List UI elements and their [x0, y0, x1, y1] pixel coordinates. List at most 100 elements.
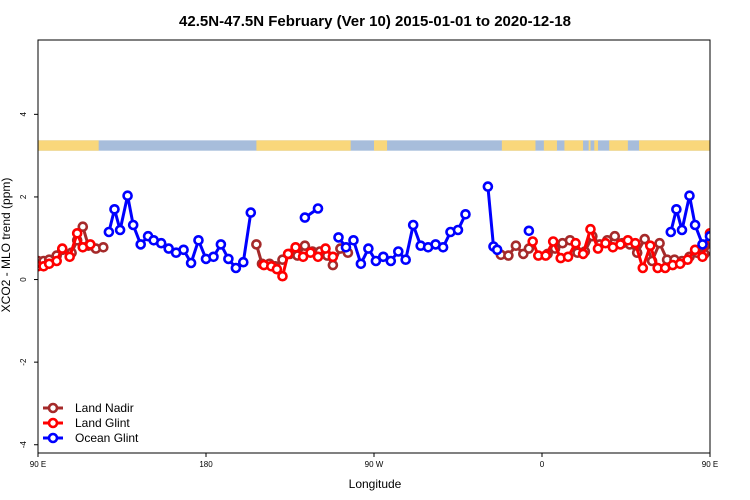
- land-segment-1: [256, 140, 351, 151]
- land-glint-point: [674, 258, 686, 270]
- land-segment-4: [543, 140, 557, 151]
- land-glint-point: [721, 242, 729, 250]
- land-glint-point: [64, 251, 75, 263]
- land-glint-point: [71, 228, 83, 239]
- land-glint-point: [327, 251, 339, 263]
- land-glint-point: [644, 240, 656, 251]
- ocean-glint-point: [460, 209, 471, 220]
- land-glint-point: [689, 244, 701, 256]
- ocean-glint-point: [671, 204, 682, 215]
- land-glint-point: [637, 262, 649, 274]
- land-glint-point: [585, 223, 596, 235]
- land-glint-point: [570, 237, 581, 249]
- ocean-glint-point: [523, 225, 535, 237]
- ocean-glint-line-3: [486, 186, 499, 251]
- ocean-glint-point: [238, 256, 249, 268]
- ocean-glint-point: [665, 226, 677, 238]
- legend-item-ocean-glint: Ocean Glint: [43, 431, 139, 445]
- land-glint-point: [320, 243, 331, 254]
- ocean-glint-point: [491, 244, 503, 256]
- ocean-glint-point: [385, 255, 397, 267]
- land-segment-7: [594, 140, 598, 151]
- legend-label: Ocean Glint: [75, 431, 139, 445]
- land-glint-point: [540, 250, 552, 261]
- land-nadir-point: [299, 240, 311, 251]
- land-nadir-point: [77, 221, 89, 232]
- land-glint-point: [629, 237, 641, 249]
- land-glint-point: [290, 242, 301, 253]
- ocean-glint-point: [719, 239, 727, 247]
- y-tick-label: 2: [19, 194, 28, 199]
- legend-swatch-marker: [47, 417, 59, 429]
- land-segment-9: [639, 140, 710, 151]
- legend-label: Land Glint: [75, 416, 130, 430]
- x-tick-label: 90 E: [30, 460, 46, 469]
- land-glint-point: [562, 251, 574, 263]
- ocean-glint-point: [727, 245, 735, 253]
- land-glint-point: [682, 254, 693, 266]
- landmask-strip: [38, 140, 710, 151]
- ocean-glint-point: [215, 239, 227, 250]
- land-glint-point: [577, 248, 589, 260]
- y-tick-label: 0: [19, 277, 28, 282]
- land-glint-point: [277, 270, 288, 282]
- ocean-glint-point: [193, 235, 204, 246]
- ocean-glint-point: [377, 251, 389, 263]
- ocean-glint-point: [127, 219, 139, 231]
- ocean-glint-point: [684, 190, 695, 201]
- x-tick-label: 90 W: [365, 460, 384, 469]
- ocean-glint-line-5: [669, 194, 710, 246]
- legend-swatch-marker: [47, 432, 59, 444]
- x-tick-label: 90 E: [702, 460, 718, 469]
- series-land-glint: [38, 223, 729, 282]
- ocean-glint-point: [163, 243, 174, 254]
- ocean-glint-point: [155, 237, 167, 249]
- land-nadir-point: [654, 237, 665, 249]
- land-glint-point: [714, 248, 722, 256]
- land-glint-point: [312, 251, 324, 263]
- ocean-glint-point: [400, 254, 412, 266]
- land-nadir-point: [715, 223, 723, 231]
- x-axis-ticks: 90 E 180 90 W 0 90 E: [30, 453, 718, 469]
- land-nadir-point: [730, 246, 738, 254]
- land-glint-point: [615, 239, 626, 250]
- ocean-glint-point: [437, 242, 449, 253]
- ocean-glint-point: [370, 255, 382, 267]
- ocean-glint-point: [178, 244, 189, 256]
- land-nadir-point: [251, 239, 262, 250]
- ocean-glint-point: [245, 207, 257, 218]
- legend-item-land-nadir: Land Nadir: [43, 401, 134, 415]
- land-nadir-point: [503, 250, 514, 261]
- ocean-glint-point: [712, 236, 720, 244]
- ocean-glint-point: [452, 224, 464, 236]
- ocean-glint-point: [223, 253, 234, 265]
- y-tick-label: 4: [19, 112, 28, 117]
- land-nadir-point: [738, 243, 746, 251]
- land-nadir-point: [510, 240, 522, 251]
- land-nadir-point: [639, 233, 651, 245]
- ocean-glint-point: [355, 258, 367, 270]
- land-glint-point: [56, 243, 68, 254]
- ocean-glint-point: [333, 232, 344, 243]
- ocean-glint-point: [114, 224, 126, 236]
- land-glint-point: [85, 239, 96, 250]
- land-nadir-point: [609, 230, 621, 242]
- land-segment-8: [609, 140, 628, 151]
- land-glint-point: [697, 251, 708, 263]
- land-nadir-point: [98, 242, 109, 253]
- ocean-glint-point: [697, 239, 708, 250]
- x-tick-label: 180: [199, 460, 213, 469]
- land-glint-point: [547, 236, 559, 247]
- ocean-glint-point: [299, 212, 311, 223]
- land-segment-2: [374, 140, 388, 151]
- chart-title: 42.5N-47.5N February (Ver 10) 2015-01-01…: [179, 13, 571, 30]
- land-glint-point: [271, 263, 283, 275]
- ocean-glint-point: [135, 239, 146, 250]
- ocean-glint-point: [340, 242, 352, 253]
- land-glint-point: [600, 237, 611, 249]
- legend-item-land-glint: Land Glint: [43, 416, 130, 430]
- land-glint-point: [305, 247, 316, 258]
- ocean-glint-point: [185, 257, 197, 269]
- ocean-glint-point: [392, 246, 404, 257]
